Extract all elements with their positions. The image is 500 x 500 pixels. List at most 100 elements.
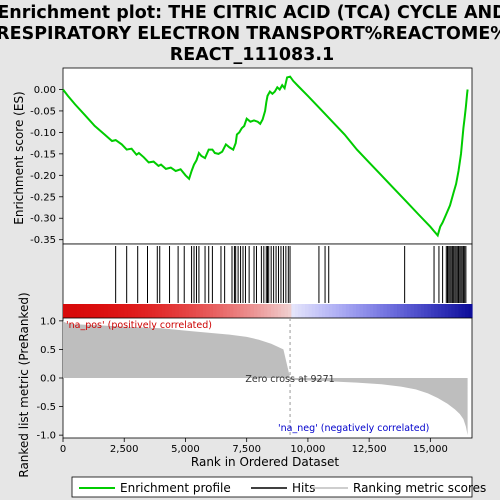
rank-color-cell: [260, 304, 265, 318]
rank-color-cell: [304, 304, 309, 318]
rank-color-cell: [148, 304, 153, 318]
rank-color-cell: [83, 304, 88, 318]
zero-cross-label: Zero cross at 9271: [245, 374, 334, 385]
rank-color-cell: [195, 304, 200, 318]
rank-color-cell: [284, 304, 289, 318]
rank-color-cell: [318, 304, 323, 318]
rank-color-cell: [253, 304, 258, 318]
es-y-tick-label: -0.15: [30, 149, 56, 160]
rank-color-cell: [400, 304, 405, 318]
rank-color-cell: [294, 304, 299, 318]
rank-color-cell: [362, 304, 367, 318]
rank-color-cell: [359, 304, 364, 318]
rank-color-cell: [137, 304, 142, 318]
rank-color-cell: [131, 304, 136, 318]
rank-color-cell: [403, 304, 408, 318]
rank-color-cell: [168, 304, 173, 318]
rank-color-cell: [97, 304, 102, 318]
rank-color-cell: [342, 304, 347, 318]
es-panel: 0.00-0.05-0.10-0.15-0.20-0.25-0.30-0.35 …: [12, 67, 473, 246]
enrichment-profile-line: [62, 75, 469, 238]
rank-color-cell: [281, 304, 286, 318]
metric-x-tick-label: 10,000: [290, 444, 325, 455]
metric-panel: Zero cross at 9271 'na_pos' (positively …: [17, 292, 473, 478]
rank-color-cell: [223, 304, 228, 318]
rank-color-cell: [366, 304, 371, 318]
rank-color-cell: [189, 304, 194, 318]
metric-x-tick-label: 0: [60, 444, 66, 455]
rank-color-cell: [66, 304, 71, 318]
title-line-1: Enrichment plot: THE CITRIC ACID (TCA) C…: [0, 3, 500, 23]
rank-color-cell: [407, 304, 412, 318]
rank-color-cell: [427, 304, 432, 318]
rank-color-cell: [308, 304, 313, 318]
rank-color-cell: [250, 304, 255, 318]
metric-x-tick-label: 7,500: [232, 444, 261, 455]
legend: Enrichment profile Hits Ranking metric s…: [71, 476, 486, 498]
rank-color-cell: [441, 304, 446, 318]
rank-color-cell: [86, 304, 91, 318]
rank-color-cell: [155, 304, 160, 318]
rank-color-cell: [103, 304, 108, 318]
rank-color-cell: [311, 304, 316, 318]
rank-color-cell: [219, 304, 224, 318]
rank-color-cell: [267, 304, 272, 318]
rank-color-cell: [437, 304, 442, 318]
rank-color-cell: [230, 304, 235, 318]
legend-hits-label: Hits: [292, 481, 315, 495]
positive-correlation-label: 'na_pos' (positively correlated): [66, 320, 212, 331]
es-y-tick-label: -0.35: [30, 235, 56, 246]
rank-color-cell: [379, 304, 384, 318]
rank-color-cell: [339, 304, 344, 318]
es-y-tick-label: -0.10: [30, 128, 56, 139]
metric-y-tick-label: -1.0: [36, 431, 56, 442]
rank-color-cell: [192, 304, 197, 318]
rank-color-cell: [243, 304, 248, 318]
rank-color-cell: [274, 304, 279, 318]
rank-color-cell: [144, 304, 149, 318]
legend-enrichment-label: Enrichment profile: [120, 481, 231, 495]
rank-color-cell: [76, 304, 81, 318]
rank-color-cell: [264, 304, 269, 318]
rank-color-cell: [345, 304, 350, 318]
rank-color-cell: [63, 304, 68, 318]
title-line-2: RESPIRATORY ELECTRON TRANSPORT%REACTOME%: [0, 24, 500, 44]
es-y-tick-label: 0.00: [34, 85, 56, 96]
rank-color-cell: [444, 304, 449, 318]
es-y-tick-label: -0.20: [30, 171, 56, 182]
rank-color-cell: [110, 304, 115, 318]
rank-color-cell: [257, 304, 262, 318]
rank-color-cell: [185, 304, 190, 318]
es-y-tick-label: -0.25: [30, 192, 56, 203]
rank-color-cell: [73, 304, 78, 318]
rank-color-cell: [270, 304, 275, 318]
rank-color-cell: [124, 304, 129, 318]
rank-color-cell: [315, 304, 320, 318]
rank-color-cell: [461, 304, 466, 318]
rank-color-cell: [301, 304, 306, 318]
rank-color-cell: [206, 304, 211, 318]
metric-y-tick-label: 0.0: [40, 374, 56, 385]
rank-color-cell: [325, 304, 330, 318]
rank-color-cell: [332, 304, 337, 318]
rank-color-cell: [127, 304, 132, 318]
metric-x-tick-label: 12,500: [352, 444, 387, 455]
rank-color-cell: [420, 304, 425, 318]
metric-y-ticks: 1.0 0.5 0.0 -0.5 -1.0: [36, 316, 63, 442]
metric-y-tick-label: 0.5: [40, 345, 56, 356]
rank-color-cell: [226, 304, 231, 318]
hit-marks: [115, 246, 467, 303]
ranking-metric-area: [63, 320, 468, 436]
rank-color-cell: [158, 304, 163, 318]
legend-metric-label: Ranking metric scores: [353, 481, 486, 495]
hits-panel: [62, 243, 473, 319]
negative-correlation-label: 'na_neg' (negatively correlated): [278, 423, 429, 434]
rank-color-cell: [410, 304, 415, 318]
legend-box: [71, 476, 473, 498]
rank-color-cell: [107, 304, 112, 318]
rank-color-cell: [120, 304, 125, 318]
rank-color-cell: [424, 304, 429, 318]
rank-color-cell: [117, 304, 122, 318]
metric-x-ticks: 0 2,500 5,000 7,500 10,000 12,500 15,000: [60, 438, 448, 455]
rank-color-cell: [240, 304, 245, 318]
